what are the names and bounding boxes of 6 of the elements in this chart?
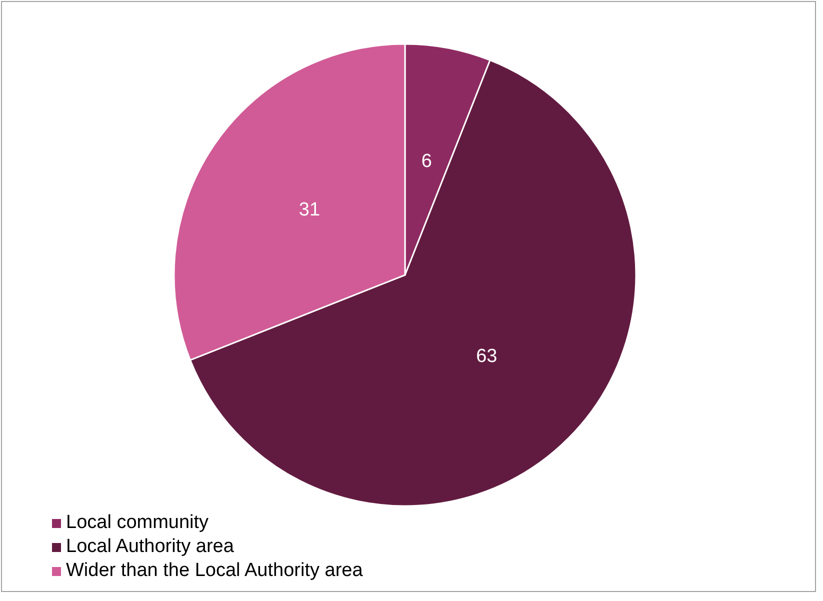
legend-label: Local Authority area [66, 535, 234, 559]
legend-label: Wider than the Local Authority area [66, 559, 363, 583]
data-label: 6 [421, 151, 432, 172]
legend-label: Local community [66, 511, 209, 535]
data-label: 63 [476, 346, 498, 368]
data-label: 31 [298, 200, 320, 221]
